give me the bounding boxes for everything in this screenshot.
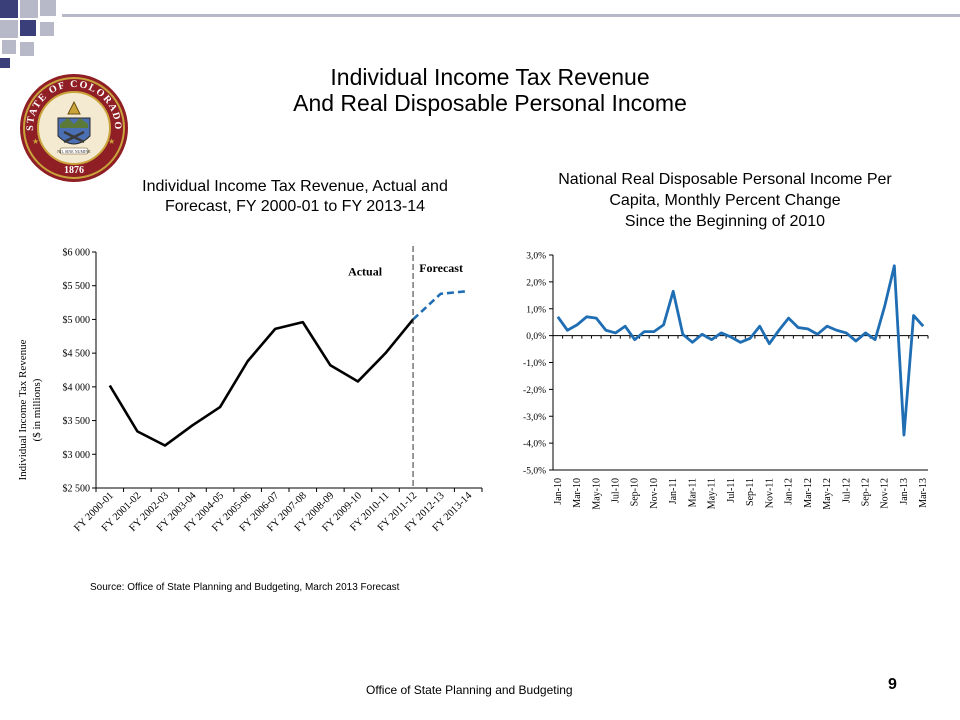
page-number: 9 bbox=[888, 676, 897, 693]
y-tick-label: $6 000 bbox=[63, 248, 91, 259]
y-tick-label: $2 500 bbox=[63, 484, 91, 495]
x-tick-label: Mar-11 bbox=[687, 478, 698, 507]
slide-title-line2: And Real Disposable Personal Income bbox=[293, 90, 687, 116]
series-line bbox=[556, 264, 925, 437]
x-tick-label: Sep-11 bbox=[745, 478, 756, 506]
y-tick-label: -4,0% bbox=[523, 440, 546, 450]
y-tick-label: -1,0% bbox=[523, 359, 546, 369]
seal-star-left: ★ bbox=[32, 137, 39, 146]
x-tick-label: Nov-12 bbox=[880, 478, 891, 509]
x-tick-label: Mar-13 bbox=[918, 478, 929, 508]
deco-square-8 bbox=[0, 58, 10, 68]
source-note: Source: Office of State Planning and Bud… bbox=[90, 582, 400, 593]
deco-square-7 bbox=[20, 42, 34, 56]
decorative-header-squares bbox=[0, 0, 960, 68]
seal-motto: NIL SINE NUMINE bbox=[57, 149, 91, 154]
y-axis-label-line2: ($ in millions) bbox=[31, 378, 43, 441]
deco-square-5 bbox=[40, 22, 54, 36]
x-tick-label: Jul-10 bbox=[611, 478, 622, 503]
deco-square-2 bbox=[40, 0, 56, 16]
income-tax-revenue-chart: $2 500 $3 000 $3 500 $4 000 $4 500 $5 000 $5 5… bbox=[17, 246, 483, 534]
series-line-forecast bbox=[412, 289, 469, 321]
x-tick-label: Jul-11 bbox=[726, 478, 737, 503]
x-tick-label: May-10 bbox=[591, 478, 602, 510]
x-tick-label: Mar-12 bbox=[803, 478, 814, 508]
actual-label: Actual bbox=[348, 265, 383, 279]
x-tick-label: Mar-10 bbox=[572, 478, 583, 508]
y-tick-label: 0,0% bbox=[526, 332, 546, 342]
x-tick-label: Sep-10 bbox=[630, 478, 641, 506]
x-tick-label: Jan-13 bbox=[899, 478, 910, 505]
x-tick-label: Sep-12 bbox=[861, 478, 872, 506]
x-tick-label: Jan-10 bbox=[553, 478, 564, 505]
deco-square-1 bbox=[20, 0, 38, 18]
y-tick-label: -5,0% bbox=[523, 467, 546, 477]
deco-square-6 bbox=[2, 40, 16, 54]
x-tick-label: Jul-12 bbox=[841, 478, 852, 503]
series-line-actual bbox=[108, 318, 415, 447]
deco-top-line bbox=[62, 14, 960, 17]
y-tick-label: $3 500 bbox=[63, 416, 91, 427]
deco-square-4 bbox=[20, 20, 36, 36]
y-tick-label: 2,0% bbox=[526, 278, 546, 288]
y-tick-label: $3 000 bbox=[63, 450, 91, 461]
x-tick-label: May-12 bbox=[822, 478, 833, 510]
seal-year: 1876 bbox=[64, 165, 84, 176]
seal-star-right: ★ bbox=[108, 137, 115, 146]
y-axis-label-line1: Individual Income Tax Revenue bbox=[17, 339, 29, 480]
right-chart-title-line3: Since the Beginning of 2010 bbox=[624, 213, 826, 230]
x-tick-label: Nov-10 bbox=[649, 478, 660, 509]
y-tick-label: $5 000 bbox=[63, 315, 91, 326]
forecast-label: Forecast bbox=[419, 261, 463, 275]
y-tick-label: $4 000 bbox=[63, 382, 91, 393]
colorado-state-seal: NIL SINE NUMINE STATE OF COLORADO 1876 ★… bbox=[20, 74, 128, 182]
footer-text: Office of State Planning and Budgeting bbox=[366, 683, 573, 697]
y-tick-label: $4 500 bbox=[63, 349, 91, 360]
deco-square-0 bbox=[0, 0, 18, 18]
x-tick-label: Jan-12 bbox=[784, 478, 795, 505]
y-tick-label: -2,0% bbox=[523, 386, 546, 396]
left-chart-title-line2: Forecast, FY 2000-01 to FY 2013-14 bbox=[164, 198, 425, 215]
y-tick-label: -3,0% bbox=[523, 413, 546, 423]
right-chart-title-line2: Capita, Monthly Percent Change bbox=[609, 192, 841, 209]
deco-square-3 bbox=[0, 20, 18, 38]
disposable-income-chart: 3,0% 2,0% 1,0% 0,0% -1,0% -2,0% -3,0% -4,0% -5,0… bbox=[523, 252, 929, 510]
y-tick-label: $5 500 bbox=[63, 281, 91, 292]
x-tick-label: Jan-11 bbox=[668, 478, 679, 504]
right-chart-title-line1: National Real Disposable Personal Income… bbox=[558, 171, 892, 188]
left-chart-title-line1: Individual Income Tax Revenue, Actual an… bbox=[142, 178, 448, 195]
y-tick-label: 1,0% bbox=[526, 305, 546, 315]
x-tick-label: May-11 bbox=[707, 478, 718, 509]
y-tick-label: 3,0% bbox=[526, 252, 546, 262]
slide-title-line1: Individual Income Tax Revenue bbox=[330, 64, 650, 90]
x-tick-label: Nov-11 bbox=[764, 478, 775, 508]
